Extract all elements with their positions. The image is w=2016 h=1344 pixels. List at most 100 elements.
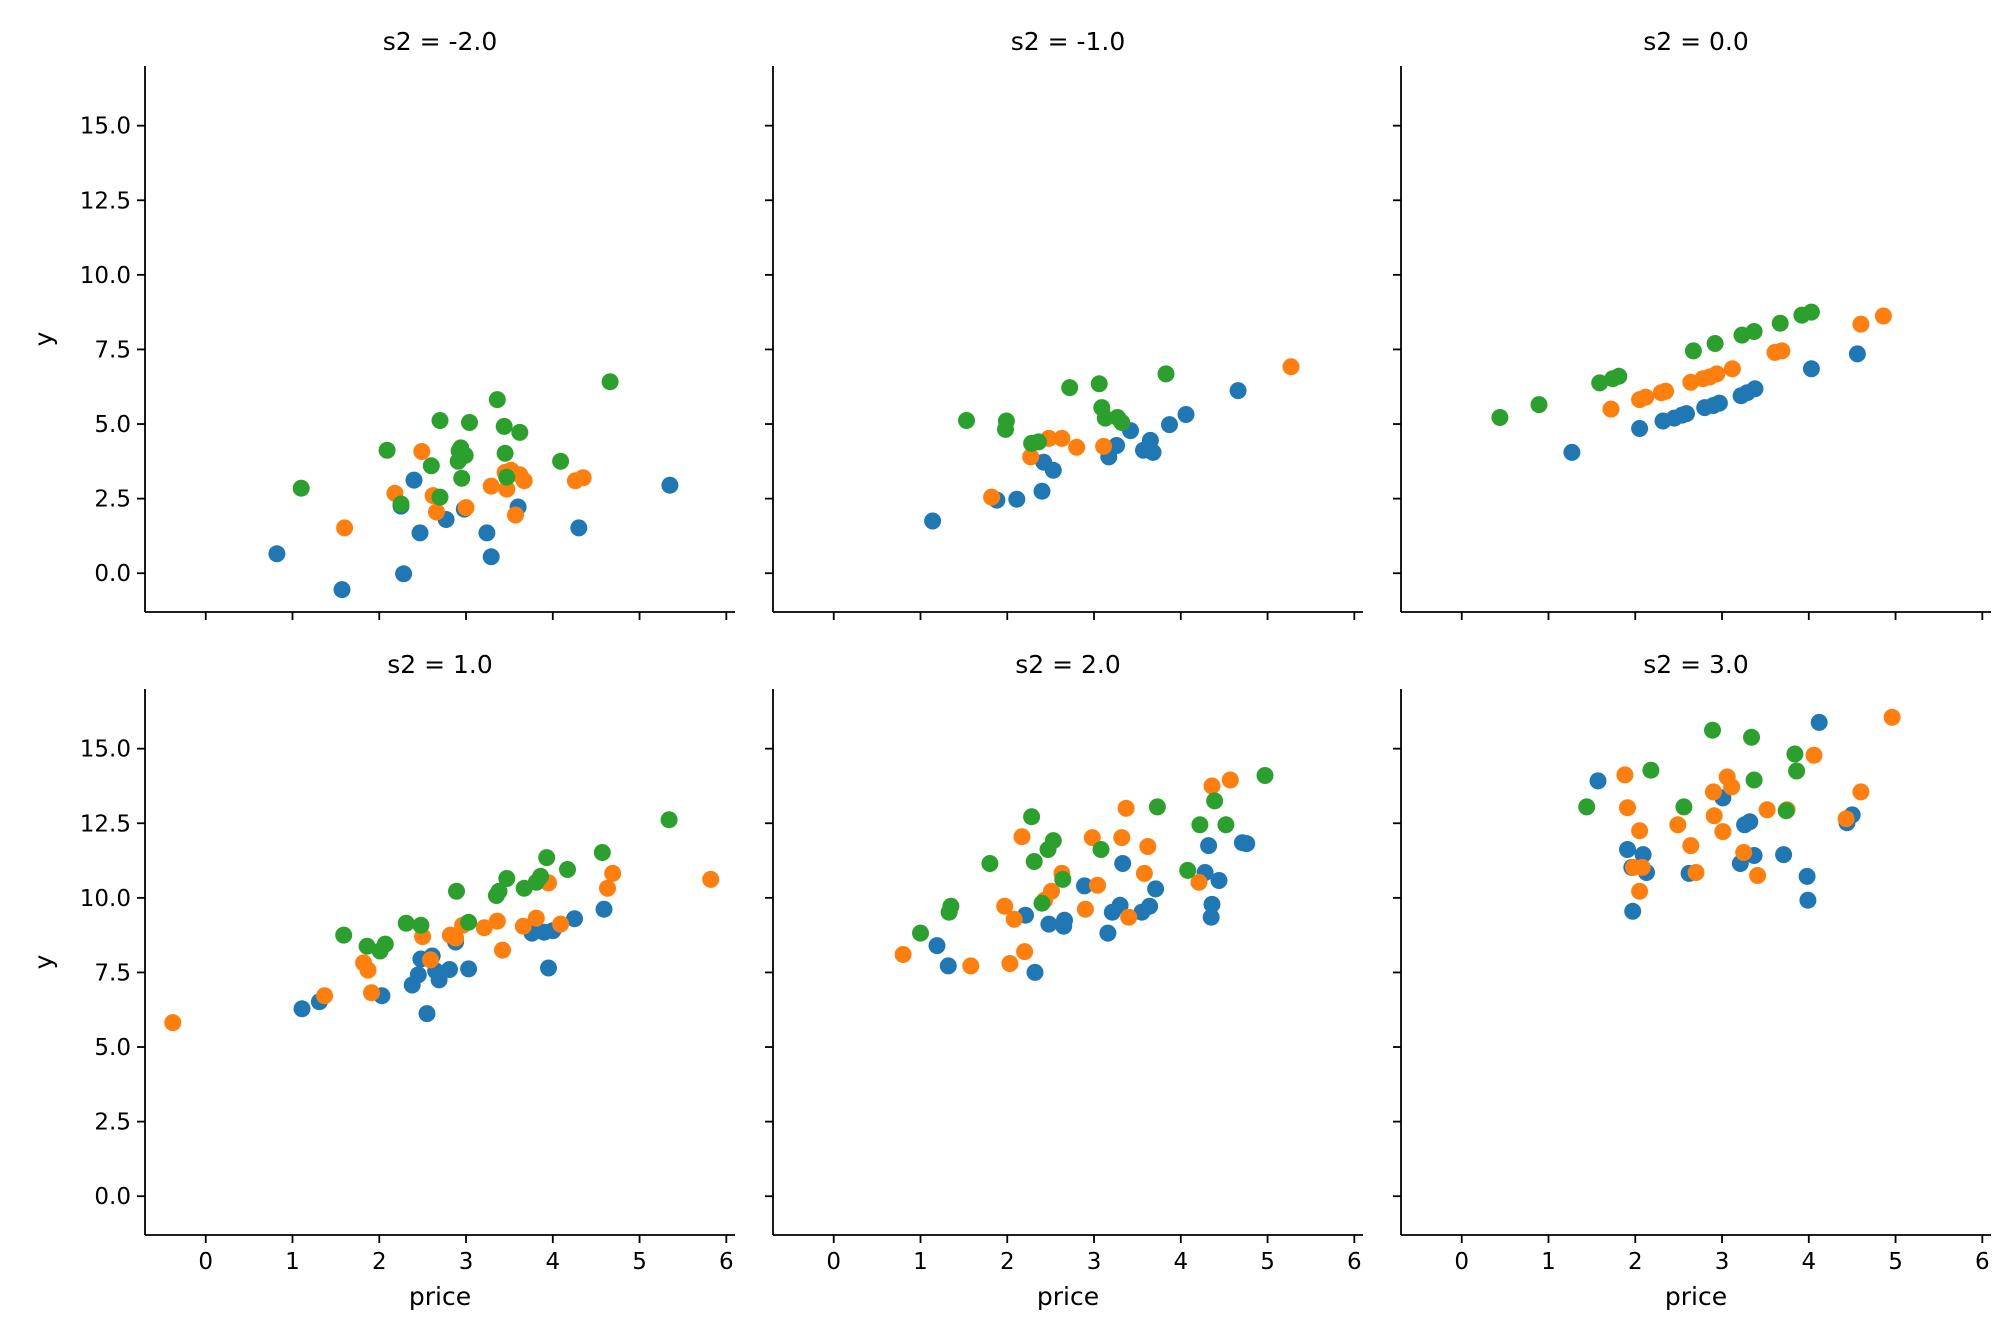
- scatter-point: [942, 897, 960, 915]
- scatter-point: [490, 882, 508, 900]
- scatter-point: [164, 1014, 182, 1032]
- scatter-point: [1799, 891, 1817, 909]
- scatter-point: [1113, 414, 1131, 431]
- x-tick-label: 6: [719, 1249, 734, 1275]
- scatter-series: [335, 811, 678, 960]
- scatter-point: [515, 472, 533, 490]
- x-tick-label: 4: [1173, 1249, 1188, 1275]
- scatter-point: [1874, 307, 1892, 325]
- scatter-point: [894, 946, 912, 963]
- y-tick-label: 0.0: [94, 1184, 131, 1210]
- scatter-point: [1092, 841, 1110, 858]
- scatter-point: [1798, 867, 1816, 885]
- scatter-point: [1491, 409, 1509, 426]
- scatter-point: [570, 519, 588, 537]
- scatter-point: [333, 581, 351, 599]
- scatter-point: [1256, 767, 1274, 784]
- scatter-point: [1089, 876, 1106, 894]
- y-tick-label: 5.0: [94, 412, 131, 438]
- scatter-point: [958, 412, 975, 429]
- x-tick-label: 3: [459, 1249, 474, 1275]
- scatter-point: [1837, 810, 1855, 828]
- scatter-point: [488, 912, 506, 930]
- scatter-point: [1210, 872, 1228, 889]
- scatter-point: [378, 441, 396, 459]
- scatter-point: [532, 867, 550, 885]
- scatter-point: [1043, 882, 1060, 900]
- scatter-point: [1675, 798, 1693, 816]
- scatter-point: [1657, 382, 1675, 400]
- scatter-point: [1238, 835, 1256, 853]
- scatter-point: [1139, 838, 1157, 855]
- scatter-series: [1602, 307, 1892, 418]
- y-tick-label: 2.5: [94, 487, 131, 513]
- scatter-point: [566, 910, 583, 928]
- y-tick-label: 7.5: [94, 960, 131, 986]
- scatter-point: [316, 987, 334, 1005]
- scatter-point: [1714, 823, 1732, 841]
- scatter-point: [552, 915, 570, 933]
- scatter-point: [1735, 844, 1753, 861]
- scatter-point: [1745, 323, 1763, 340]
- scatter-point: [1619, 799, 1636, 817]
- scatter-point: [507, 506, 524, 524]
- scatter-point: [1148, 798, 1166, 816]
- panel-title: s2 = 3.0: [1643, 650, 1749, 679]
- scatter-point: [1203, 895, 1221, 913]
- scatter-series: [293, 900, 613, 1023]
- scatter-point: [395, 565, 413, 583]
- scatter-point: [488, 391, 506, 409]
- scatter-series: [292, 373, 619, 513]
- scatter-point: [538, 849, 556, 867]
- scatter-point: [1179, 861, 1197, 879]
- scatter-series: [336, 443, 592, 537]
- facet-panel: s2 = 3.0 0 1 2 3 4 5 6 price: [1393, 650, 1991, 1311]
- scatter-point: [595, 900, 613, 918]
- x-axis-label: price: [1665, 1282, 1727, 1311]
- scatter-point: [1026, 963, 1044, 981]
- scatter-point: [1631, 882, 1649, 900]
- scatter-point: [1111, 896, 1129, 914]
- scatter-point: [447, 929, 465, 947]
- y-axis-label: y: [29, 954, 58, 969]
- scatter-point: [1616, 766, 1634, 784]
- panel-title: s2 = 2.0: [1015, 650, 1121, 679]
- scatter-point: [495, 417, 513, 435]
- scatter-point: [939, 957, 957, 975]
- scatter-point: [1852, 315, 1870, 333]
- scatter-point: [1114, 855, 1132, 872]
- scatter-point: [1200, 837, 1218, 855]
- scatter-point: [1705, 807, 1723, 825]
- x-tick-label: 5: [1888, 1249, 1903, 1275]
- scatter-point: [1810, 713, 1828, 731]
- x-tick-label: 6: [1975, 1249, 1990, 1275]
- x-tick-label: 4: [1801, 1249, 1816, 1275]
- scatter-point: [1589, 772, 1607, 790]
- scatter-point: [1217, 816, 1235, 834]
- panel-title: s2 = -2.0: [383, 27, 498, 56]
- scatter-point: [268, 545, 286, 563]
- scatter-point: [1096, 409, 1114, 427]
- scatter-point: [912, 924, 929, 942]
- x-tick-label: 0: [1454, 1249, 1469, 1275]
- x-tick-label: 1: [285, 1249, 300, 1275]
- scatter-series: [958, 365, 1175, 452]
- scatter-point: [1619, 841, 1636, 858]
- scatter-point: [1786, 745, 1804, 763]
- scatter-point: [1578, 798, 1596, 816]
- scatter-point: [981, 855, 999, 872]
- scatter-point: [1030, 433, 1047, 451]
- x-tick-label: 2: [1000, 1249, 1015, 1275]
- scatter-point: [527, 909, 545, 927]
- scatter-point: [494, 941, 511, 959]
- scatter-point: [359, 961, 377, 979]
- scatter-point: [1802, 303, 1820, 321]
- y-tick-label: 2.5: [94, 1110, 131, 1136]
- scatter-point: [1095, 437, 1113, 455]
- scatter-point: [1033, 894, 1051, 912]
- scatter-point: [1147, 880, 1165, 898]
- y-axis-label: y: [29, 331, 58, 346]
- scatter-point: [358, 937, 376, 955]
- scatter-point: [997, 412, 1015, 430]
